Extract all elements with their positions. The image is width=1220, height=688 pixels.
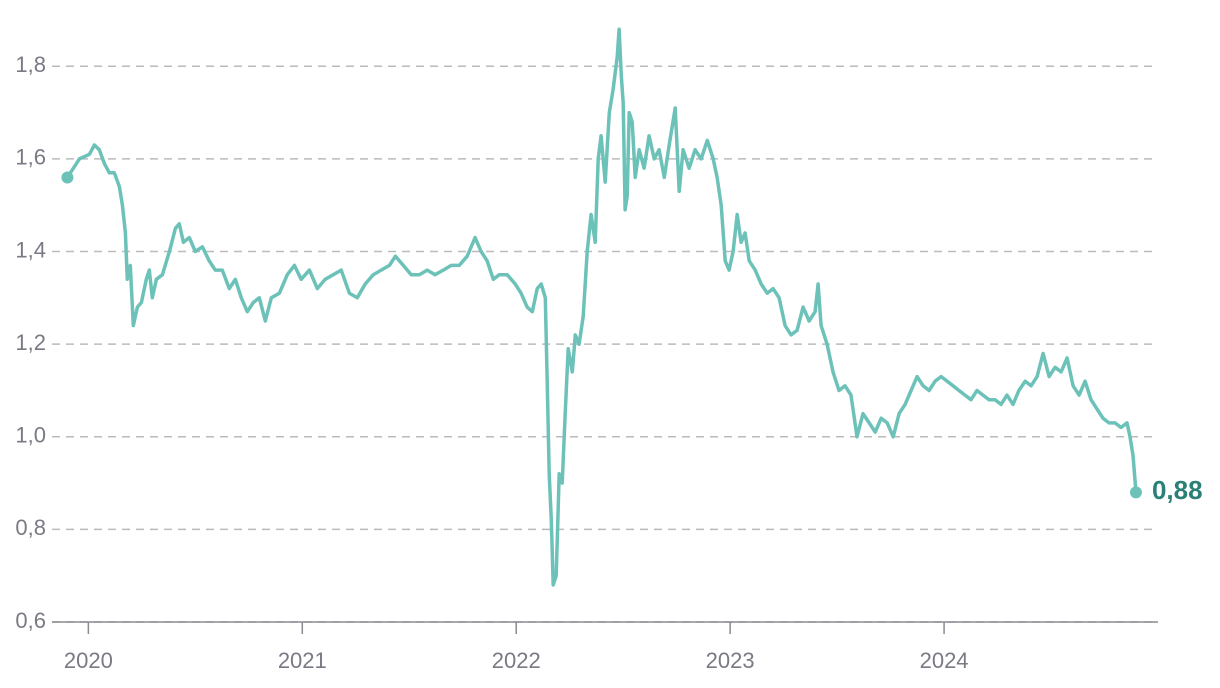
x-tick-label: 2023 (706, 648, 755, 673)
end-label: 0,88 (1152, 475, 1203, 505)
y-tick-label: 1,6 (15, 145, 46, 170)
x-tick-label: 2021 (278, 648, 327, 673)
end-dot (1129, 486, 1142, 499)
line (65, 27, 1138, 587)
end-dot (61, 171, 74, 184)
x-tick-label: 2020 (64, 648, 113, 673)
x-tick-label: 2022 (492, 648, 541, 673)
y-tick-label: 1,2 (15, 330, 46, 355)
y-tick-label: 1,4 (15, 237, 46, 262)
y-tick-label: 0,8 (15, 515, 46, 540)
y-tick-label: 1,8 (15, 52, 46, 77)
x-tick-label: 2024 (920, 648, 969, 673)
y-tick-label: 0,6 (15, 608, 46, 633)
y-tick-label: 1,0 (15, 423, 46, 448)
